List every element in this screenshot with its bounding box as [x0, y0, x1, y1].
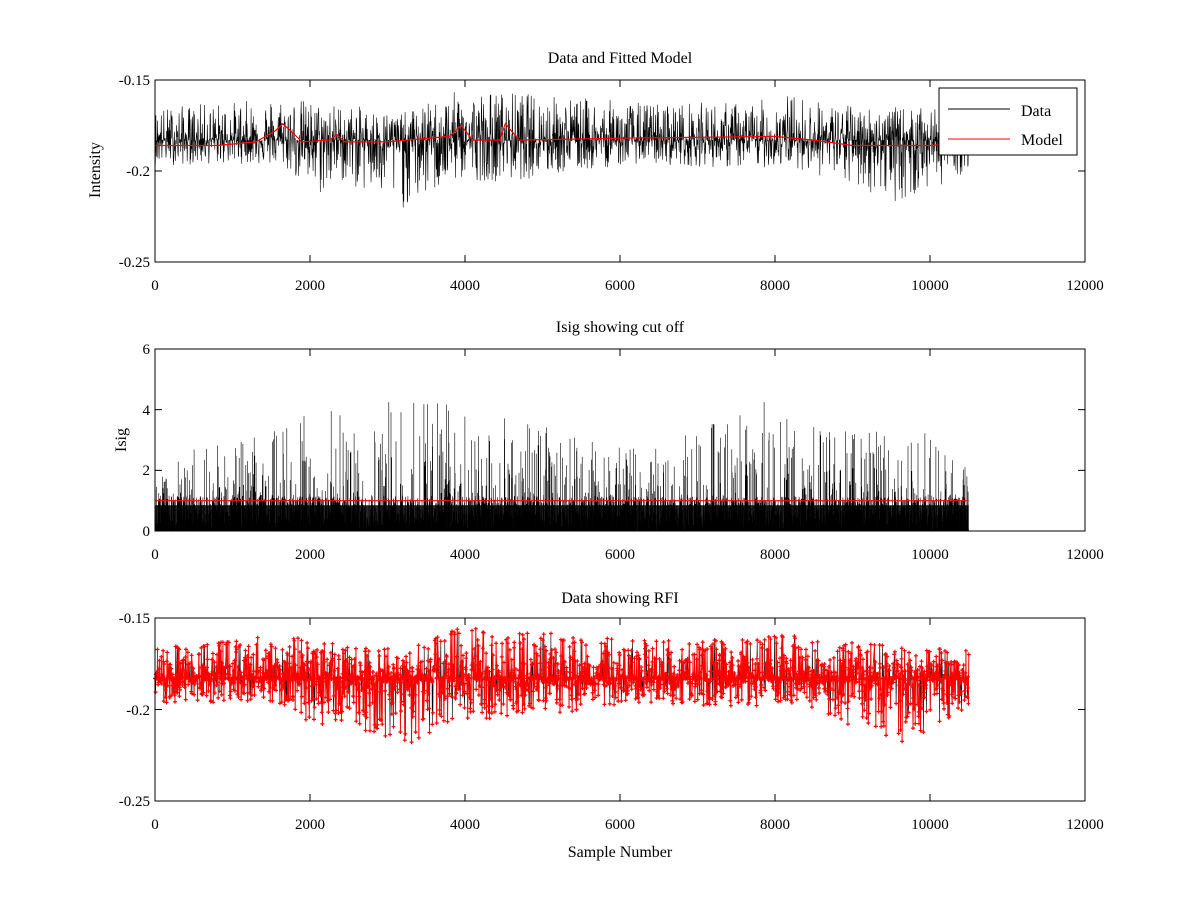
panel-1-xtick-label: 4000 — [450, 278, 480, 294]
series-model-line — [155, 122, 969, 147]
panel-2-xtick-label: 12000 — [1066, 547, 1104, 563]
legend-label-model: Model — [1021, 132, 1063, 149]
panel-data-showing-rfi: Data showing RFI Sample Number -0.15 -0.… — [119, 590, 1104, 861]
panel-2-xtick-label: 6000 — [605, 547, 635, 563]
panel-2-marks — [154, 402, 970, 531]
panel-2-xtick-label: 10000 — [911, 547, 949, 563]
panel-3-ytick-label: -0.25 — [119, 794, 150, 810]
legend-label-data: Data — [1021, 103, 1051, 120]
panel-3-xtick-label: 6000 — [605, 817, 635, 833]
legend: Data Model — [938, 87, 1078, 156]
panel-3-xtick-label: 12000 — [1066, 817, 1104, 833]
panel-3-ticks — [154, 617, 1086, 802]
panel-isig-showing-cut-off: Isig showing cut off Isig 6 4 2 0 0 2000… — [113, 319, 1104, 563]
panel-2-xtick-label: 0 — [151, 547, 159, 563]
panel-3-marks — [153, 626, 971, 745]
panel-1-xtick-label: 12000 — [1066, 278, 1104, 294]
panel-3-xtick-label: 2000 — [295, 817, 325, 833]
panel-2-title: Isig showing cut off — [556, 319, 685, 336]
panel-1-ytick-label: -0.15 — [119, 73, 150, 89]
panel-3-xtick-label: 4000 — [450, 817, 480, 833]
panel-2-xtick-label: 4000 — [450, 547, 480, 563]
panel-1-ytick-label: -0.25 — [119, 255, 150, 271]
panel-1-xtick-label: 2000 — [295, 278, 325, 294]
panel-1-xtick-label: 10000 — [911, 278, 949, 294]
legend-box — [938, 87, 1078, 156]
panel-3-xlabel: Sample Number — [568, 844, 673, 861]
panel-2-ticks — [154, 348, 1086, 532]
panel-2-ytick-label: 4 — [143, 403, 151, 419]
panel-1-xtick-label: 8000 — [760, 278, 790, 294]
panel-3-xtick-label: 10000 — [911, 817, 949, 833]
panel-1-xtick-label: 0 — [151, 278, 159, 294]
panel-2-ylabel: Isig — [113, 428, 130, 452]
panel-3-ytick-label: -0.2 — [126, 703, 150, 719]
panel-data-and-fitted-model: Data and Fitted Model Intensity -0.15 -0… — [87, 50, 1104, 294]
panel-2-xtick-label: 2000 — [295, 547, 325, 563]
panel-1-ytick-label: -0.2 — [126, 164, 150, 180]
panel-2-xtick-label: 8000 — [760, 547, 790, 563]
panel-1-ylabel: Intensity — [87, 142, 104, 198]
panel-2-ytick-label: 6 — [143, 342, 151, 358]
panel-2-ytick-label: 0 — [143, 524, 151, 540]
series-data-line — [154, 92, 970, 208]
panel-3-title: Data showing RFI — [561, 590, 678, 607]
panel-1-xtick-label: 6000 — [605, 278, 635, 294]
isig-dense-band — [155, 505, 969, 531]
panel-3-xtick-label: 0 — [151, 817, 159, 833]
panel-1-marks — [154, 92, 970, 208]
panel-3-ytick-label: -0.15 — [119, 611, 150, 627]
panel-3-xtick-label: 8000 — [760, 817, 790, 833]
panel-2-ytick-label: 2 — [143, 463, 151, 479]
panel-1-ticks — [154, 79, 1086, 263]
panel-1-title: Data and Fitted Model — [548, 50, 693, 67]
series-rfi-line — [154, 628, 970, 743]
